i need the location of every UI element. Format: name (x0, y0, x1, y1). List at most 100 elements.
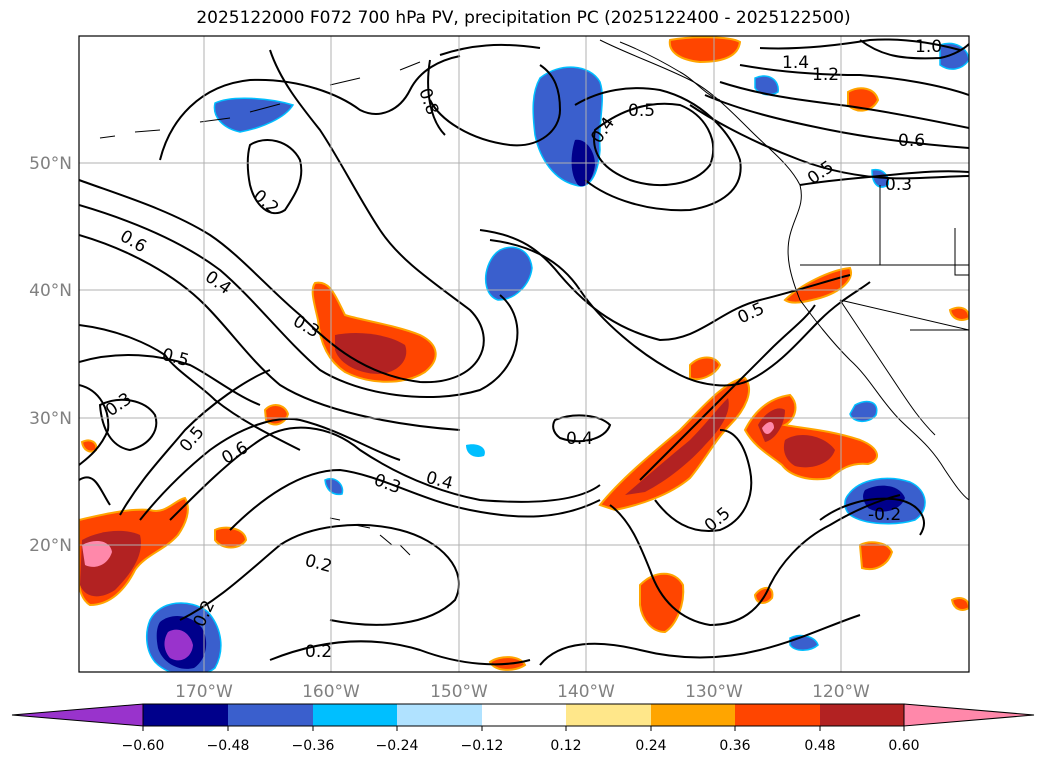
precip-area (335, 333, 407, 374)
pv-contours (79, 38, 969, 666)
contour-line (429, 64, 562, 147)
colorbar-tick-label: −0.48 (207, 738, 250, 754)
lat-tick-label: 20°N (29, 536, 72, 556)
precip-area (214, 526, 248, 549)
contour-label: 0.3 (885, 175, 912, 195)
contour-line (593, 102, 715, 186)
precip-area (948, 306, 969, 321)
precip-area (164, 629, 193, 661)
colorbar-segment (482, 704, 566, 726)
contour-line (654, 429, 753, 532)
precip-area (598, 376, 750, 512)
contour-label: 0.6 (898, 131, 925, 151)
lon-tick-label: 120°W (812, 682, 870, 702)
coastlines (99, 39, 969, 556)
contour-line (119, 369, 271, 516)
contour-line (246, 139, 303, 215)
colorbar-segment (735, 704, 820, 726)
colorbar-tick-label: 0.48 (804, 738, 835, 754)
lat-tick-label: 40°N (29, 281, 72, 301)
contour-line (759, 38, 961, 51)
colorbar-tick-label: −0.12 (461, 738, 504, 754)
precip-area (668, 36, 742, 64)
coastline-north-america (599, 39, 969, 501)
border-lines (800, 185, 969, 331)
precip-area (783, 266, 852, 304)
contour-line (719, 81, 969, 129)
colorbar-tick-label: 0.24 (635, 738, 666, 754)
contour-label: 0.4 (566, 429, 593, 449)
colorbar-tick-label: 0.60 (888, 738, 919, 754)
colorbar-tick-label: −0.60 (122, 738, 165, 754)
map-frame (78, 35, 970, 673)
precip-shading (79, 36, 969, 672)
contour-line (574, 87, 742, 212)
coastline-alaska (619, 41, 721, 101)
colorbar: −0.60 −0.48 −0.36 −0.24 −0.12 0.12 0.24 … (11, 703, 1035, 754)
contour-label: -0.2 (868, 505, 901, 525)
contour-line (169, 426, 601, 521)
colorbar-extend-high (903, 703, 1035, 727)
contour-line (139, 418, 401, 521)
contour-label: 1.4 (782, 53, 809, 73)
contour-line (439, 43, 541, 56)
contour-line (79, 354, 261, 406)
colorbar-tick-label: −0.24 (376, 738, 419, 754)
precip-area (783, 435, 835, 468)
contour-label: 1.2 (812, 65, 839, 85)
colorbar-tick-label: 0.12 (550, 738, 581, 754)
contour-line (79, 384, 110, 466)
contour-line (79, 49, 485, 384)
contour-line (79, 204, 519, 398)
precip-area (762, 422, 774, 435)
contour-line (98, 398, 158, 452)
colorbar-extend-low (11, 703, 144, 727)
contour-line (79, 476, 111, 506)
precip-area (639, 572, 685, 634)
precip-area (82, 540, 112, 567)
contour-line (639, 304, 816, 481)
contour-line (79, 324, 301, 451)
contour-line (269, 640, 531, 666)
map-title: 2025122000 F072 700 hPa PV, precipitatio… (196, 8, 851, 28)
lon-tick-label: 140°W (557, 682, 615, 702)
colorbar-segment (820, 704, 904, 726)
contour-line (427, 59, 446, 136)
precip-area (213, 97, 295, 133)
precip-area (466, 444, 485, 457)
lat-tick-label: 50°N (29, 154, 72, 174)
precip-area (485, 246, 533, 301)
contour-label: 0.2 (305, 642, 332, 662)
contour-line (859, 39, 969, 60)
graticule (79, 36, 969, 672)
colorbar-segment (566, 704, 651, 726)
precip-area (950, 597, 969, 611)
coastline-aleutians (99, 61, 421, 139)
map-area (79, 36, 969, 672)
contour-line (739, 64, 969, 96)
precip-area (689, 356, 722, 381)
contour-label: 0.5 (628, 101, 655, 121)
coastline-baja (839, 299, 936, 436)
colorbar-segment (397, 704, 482, 726)
lon-tick-label: 160°W (302, 682, 360, 702)
precip-area (324, 478, 344, 496)
colorbar-segment (228, 704, 313, 726)
lon-tick-label: 130°W (685, 682, 743, 702)
contour-line (179, 524, 460, 626)
contour-line (799, 170, 969, 186)
colorbar-segment (651, 704, 735, 726)
precip-area (847, 87, 880, 112)
contour-line (819, 497, 925, 536)
coastline-hawaii (329, 517, 411, 556)
colorbar-segment (143, 704, 228, 726)
contour-line (489, 239, 871, 387)
lon-tick-label: 170°W (175, 682, 233, 702)
contour-line (689, 104, 969, 180)
contour-line (159, 55, 461, 161)
contour-label: 1.0 (915, 37, 942, 57)
contour-line (229, 468, 601, 531)
contour-line (704, 94, 969, 149)
contour-line (539, 614, 861, 666)
